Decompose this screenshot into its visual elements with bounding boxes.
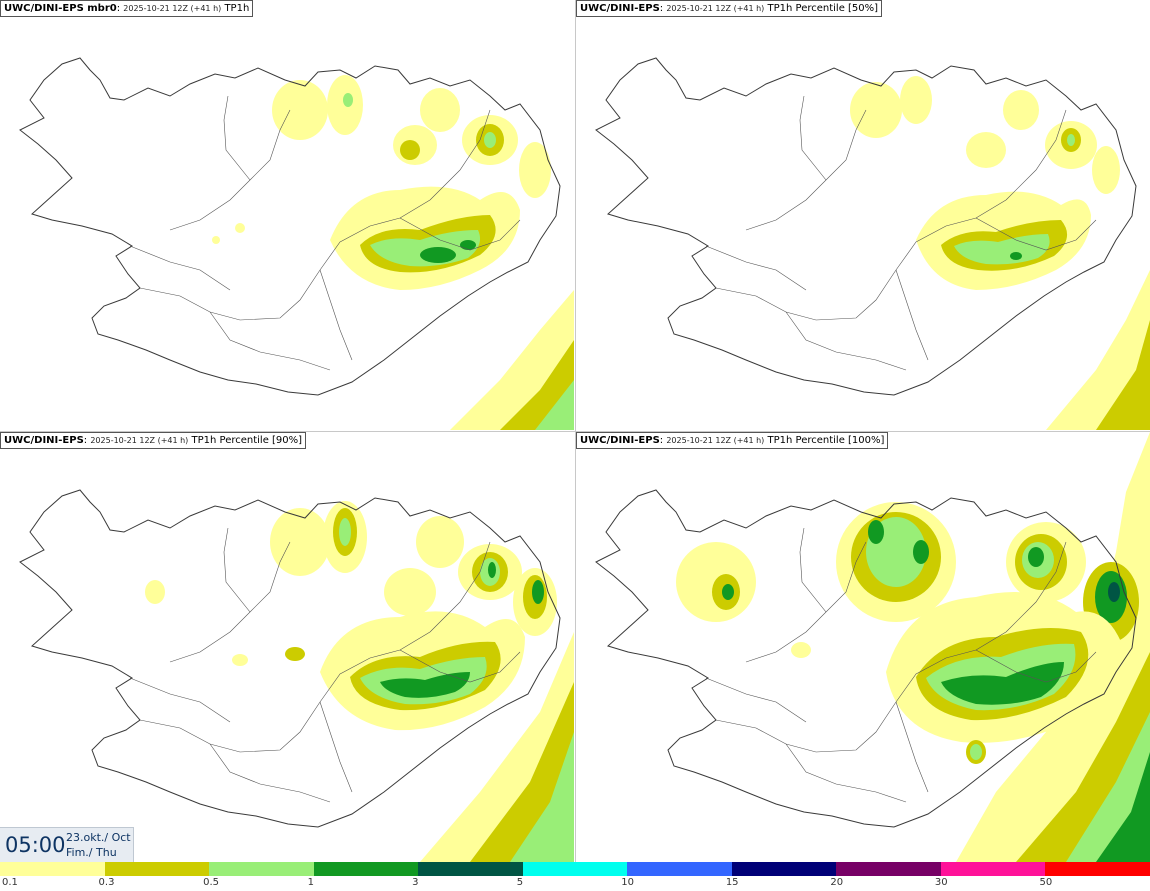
colorbar-segment	[313, 862, 419, 876]
valid-time-box: 05:00 23.okt./ Oct Fim./ Thu	[0, 827, 134, 863]
colorbar-label: 20	[830, 877, 844, 888]
precipitation-map	[19, 489, 574, 862]
colorbar-segment	[940, 862, 1046, 876]
panel-title: UWC/DINI-EPS: 2025-10-21 12Z (+41 h) TP1…	[576, 432, 889, 449]
panel-title: UWC/DINI-EPS: 2025-10-21 12Z (+41 h) TP1…	[0, 432, 307, 449]
precipitation-map	[19, 57, 574, 430]
colorbar-label: 10	[621, 877, 634, 888]
map-panel-p100: UWC/DINI-EPS: 2025-10-21 12Z (+41 h) TP1…	[576, 432, 1150, 862]
panel-title: UWC/DINI-EPS mbr0: 2025-10-21 12Z (+41 h…	[0, 0, 254, 17]
colorbar-segment	[731, 862, 837, 876]
colorbar-segment	[0, 862, 105, 876]
panel-title: UWC/DINI-EPS: 2025-10-21 12Z (+41 h) TP1…	[576, 0, 883, 17]
panel-divider-horizontal	[0, 431, 1150, 432]
precipitation-map	[595, 432, 1150, 862]
colorbar-label: 3	[412, 877, 419, 888]
colorbar-segment	[522, 862, 628, 876]
colorbar-segment	[104, 862, 210, 876]
colorbar-label: 0.5	[203, 877, 219, 888]
colorbar-segment	[836, 862, 942, 876]
colorbar-label: 15	[725, 877, 739, 888]
colorbar-segment	[627, 862, 733, 876]
colorbar-label: 0.3	[98, 877, 115, 888]
colorbar-segment	[209, 862, 315, 876]
colorbar-label: 1	[307, 877, 314, 888]
colorbar-label: 5	[516, 877, 524, 888]
valid-time-clock: 05:00	[5, 833, 66, 857]
colorbar-segment	[418, 862, 524, 876]
colorbar-label: 50	[1039, 877, 1053, 888]
colorbar-segment	[1045, 862, 1150, 876]
colorbar-label: 0.1	[2, 877, 18, 888]
valid-time-day: Fim./ Thu	[66, 846, 117, 859]
map-panel-mbr0: UWC/DINI-EPS mbr0: 2025-10-21 12Z (+41 h…	[0, 0, 574, 430]
valid-time-date: 23.okt./ Oct	[66, 831, 131, 844]
map-panel-p90: UWC/DINI-EPS: 2025-10-21 12Z (+41 h) TP1…	[0, 432, 574, 862]
colorbar-label: 30	[934, 877, 948, 888]
precipitation-colorbar	[0, 862, 1150, 876]
precipitation-map	[595, 57, 1150, 430]
map-panel-p50: UWC/DINI-EPS: 2025-10-21 12Z (+41 h) TP1…	[576, 0, 1150, 430]
